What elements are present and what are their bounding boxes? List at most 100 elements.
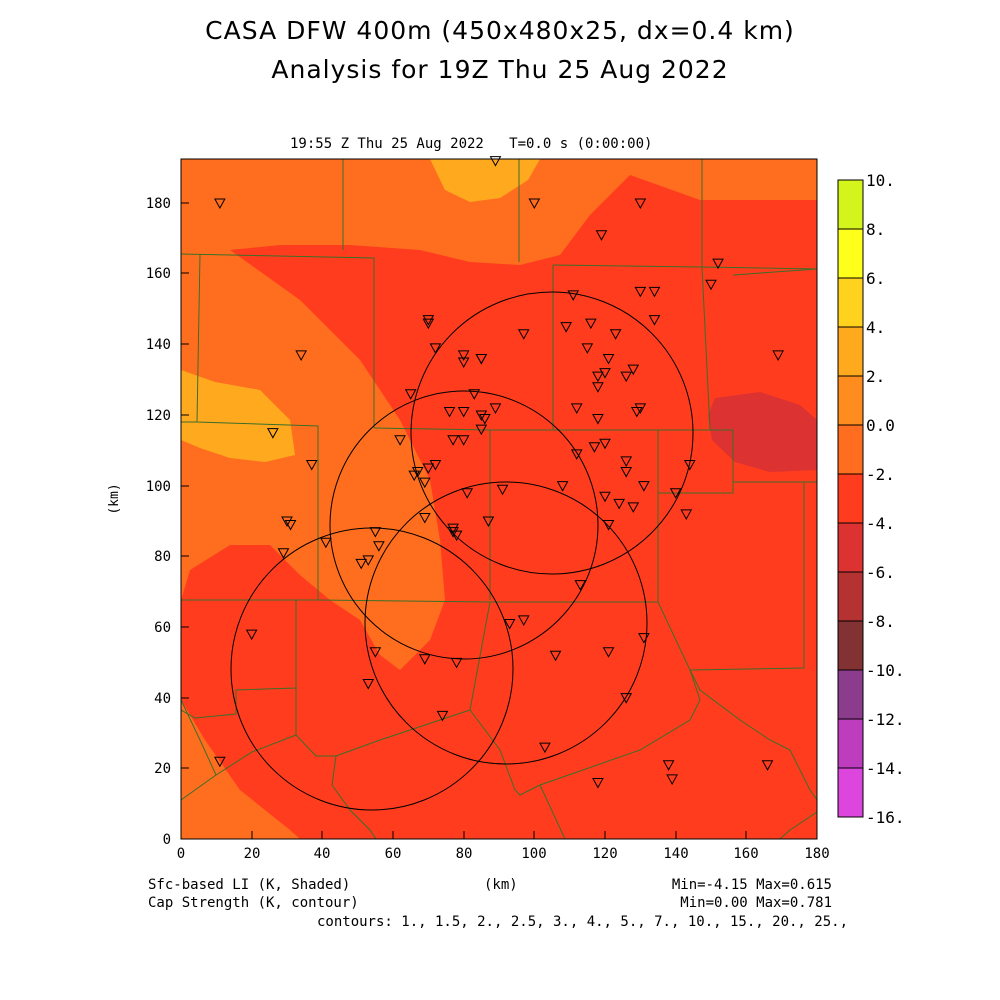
station-marker (447, 527, 459, 538)
station-marker (447, 435, 459, 446)
station-marker (267, 428, 279, 439)
station-marker (245, 629, 258, 641)
colorbar-label: 8. (866, 220, 885, 239)
station-marker (574, 580, 587, 591)
x-tick-labels: 0 20 40 60 80 100 120 140 160 180 (177, 846, 830, 862)
station-marker (602, 647, 615, 658)
colorbar-label: 6. (866, 269, 885, 288)
station-marker (404, 389, 417, 400)
station-marker (418, 477, 431, 489)
x-tick-label: 100 (521, 846, 546, 862)
x-tick-label: 120 (592, 846, 617, 862)
station-marker (214, 198, 226, 210)
station-marker (277, 548, 290, 559)
station-marker (567, 290, 580, 301)
station-marker (447, 523, 459, 535)
station-marker (468, 389, 481, 400)
station-marker (450, 657, 463, 669)
station-marker (422, 315, 435, 326)
station-marker (620, 693, 633, 704)
station-marker (599, 438, 611, 450)
station-marker (602, 520, 615, 531)
colorbar-swatch (837, 669, 864, 720)
station-marker (634, 403, 647, 414)
station-marker (666, 774, 678, 785)
shaded-stats: Min=-4.15 Max=0.615 (671, 877, 832, 893)
radar-ring (329, 390, 599, 660)
station-marker (284, 520, 297, 531)
x-axis-label: (km) (484, 877, 518, 893)
colorbar-label: 10. (866, 171, 895, 190)
station-marker (489, 403, 502, 414)
station-marker (369, 527, 382, 538)
station-marker (599, 491, 611, 503)
axis-ticks (180, 202, 818, 840)
y-tick-label: 0 (163, 832, 171, 848)
station-marker (429, 343, 442, 354)
station-marker (592, 371, 604, 383)
station-marker (592, 382, 604, 393)
field-orange-north (181, 159, 817, 265)
colorbar-swatch (837, 522, 864, 573)
station-marker (496, 484, 509, 496)
station-marker (457, 350, 470, 361)
station-marker (634, 198, 647, 210)
colorbar-swatch (837, 179, 864, 230)
station-marker (581, 343, 594, 354)
x-tick-label: 0 (177, 846, 185, 862)
station-markers (214, 156, 784, 789)
station-marker (443, 406, 456, 418)
station-marker (475, 424, 488, 436)
station-marker (602, 353, 615, 365)
analysis-time-title: Analysis for 19Z Thu 25 Aug 2022 (271, 55, 729, 84)
plot-time-label: 19:55 Z Thu 25 Aug 2022 T=0.0 s (0:00:00… (290, 136, 653, 152)
radar-ring (410, 291, 694, 575)
station-marker (369, 647, 382, 658)
station-marker (585, 318, 597, 330)
colorbar-label: -8. (866, 612, 895, 631)
y-tick-labels: 0 20 40 60 80 100 120 140 160 180 (146, 196, 171, 848)
colorbar-swatch (837, 473, 864, 524)
x-tick-label: 180 (804, 846, 829, 862)
station-marker (662, 760, 675, 771)
field-amber-north (430, 159, 540, 202)
li-shaded-field (181, 159, 817, 839)
map-title: CASA DFW 400m (450x480x25, dx=0.4 km) (205, 16, 795, 45)
station-marker (394, 435, 406, 446)
y-tick-label: 140 (146, 337, 171, 353)
station-marker (436, 710, 449, 722)
x-tick-label: 160 (733, 846, 758, 862)
station-marker (613, 498, 625, 510)
station-marker (418, 512, 431, 524)
radar-ring (364, 481, 648, 765)
colorbar-label: -6. (866, 563, 895, 582)
station-marker (482, 516, 495, 528)
colorbar-label: -10. (866, 661, 905, 680)
station-marker (588, 442, 601, 453)
colorbar-swatch (837, 620, 864, 671)
y-axis-label: (km) (107, 483, 122, 514)
station-marker (517, 329, 530, 340)
station-marker (669, 488, 682, 499)
colorbar-swatch (837, 767, 864, 818)
colorbar-label: 0.0 (866, 416, 895, 435)
y-tick-label: 60 (154, 620, 171, 636)
station-marker (705, 279, 717, 291)
station-marker (648, 286, 661, 298)
station-marker (570, 403, 583, 414)
station-marker (592, 777, 604, 789)
station-marker (489, 156, 502, 167)
station-marker (570, 449, 583, 460)
station-marker (320, 537, 332, 549)
station-marker (630, 406, 643, 418)
y-tick-label: 40 (154, 691, 171, 707)
station-marker (683, 459, 696, 471)
colorbar-label: -12. (866, 710, 905, 729)
station-marker (712, 258, 724, 270)
station-marker (638, 481, 650, 492)
colorbar-label: -16. (866, 808, 905, 827)
colorbar-label: 2. (866, 367, 885, 386)
colorbar-swatch (837, 277, 864, 328)
field-amber-west (181, 370, 295, 462)
